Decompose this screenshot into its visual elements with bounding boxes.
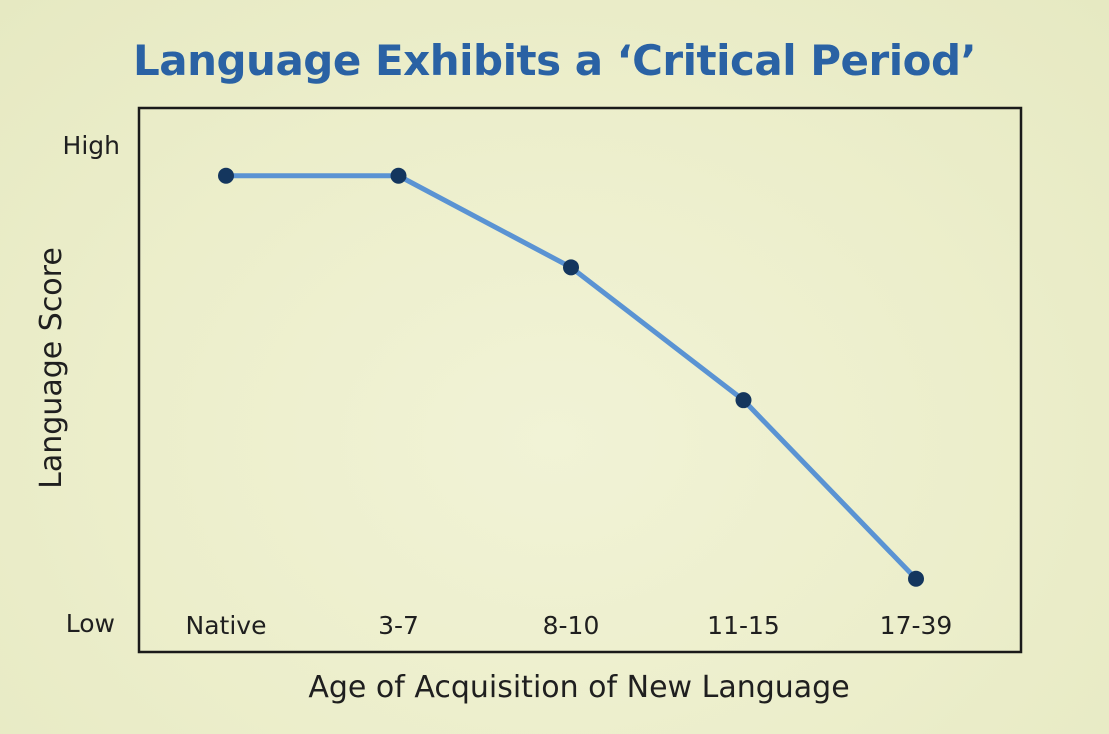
data-point-1 (218, 167, 234, 184)
plot-frame (137, 106, 1023, 654)
x-tick-label-2: 3-7 (378, 611, 419, 640)
y-axis-title: Language Score (34, 247, 69, 489)
data-point-5 (908, 570, 924, 587)
x-tick-label-4: 11-15 (707, 611, 780, 640)
x-tick-label-1: Native (186, 611, 267, 640)
chart-title: Language Exhibits a ‘Critical Period’ (132, 36, 977, 85)
x-tick-label-5: 17-39 (880, 611, 953, 640)
x-axis-title: Age of Acquisition of New Language (308, 670, 849, 705)
y-tick-label-low: Low (66, 609, 115, 638)
data-point-2 (390, 167, 407, 184)
data-point-4 (735, 392, 752, 409)
x-tick-labels: Native 3-7 8-10 11-15 17-39 (186, 611, 953, 640)
series-layer (218, 167, 924, 587)
y-tick-label-high: High (63, 131, 120, 160)
data-point-3 (563, 259, 579, 276)
x-tick-label-3: 8-10 (543, 611, 600, 640)
series-line (223, 173, 919, 582)
